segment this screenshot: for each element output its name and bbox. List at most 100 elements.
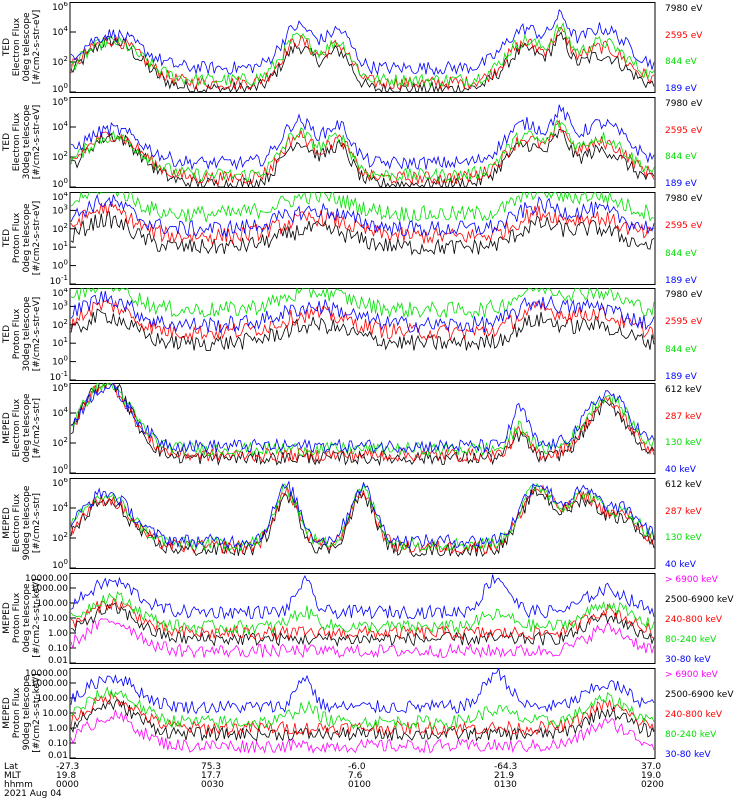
y-axis-label-line: TED [2, 228, 12, 248]
panel-frame [69, 2, 656, 93]
y-tick-label: 10.00 [42, 614, 68, 624]
y-axis-label-line: Proton Flux [12, 308, 22, 360]
y-axis-label-line: MEPED [2, 412, 12, 444]
y-tick-label: 103 [52, 203, 68, 216]
y-axis-label-line: [#/cm2-s-str] [32, 397, 42, 459]
x-tick-label-mlt: 7.6 [348, 771, 363, 781]
y-axis-label: TED Electron Flux 30deg telescope [#/cm2-s-… [2, 97, 42, 187]
y-axis-label-line: Electron Flux [12, 493, 22, 553]
legend-entry: 189 eV [665, 276, 697, 286]
y-tick-label: 102 [52, 150, 68, 163]
panel-2: 100 102 104 106 TED Electron Flux 30deg telesc… [0, 97, 750, 189]
y-axis-label-line: 30deg telescope [22, 104, 32, 180]
x-tick-label-hhmm: 0000 [56, 780, 79, 790]
legend-entry: 612 keV [665, 480, 702, 490]
y-axis-label-line: 90deg telescope [22, 675, 32, 751]
y-axis-label: MEPED Proton Flux 0deg telescope [#/cm2-s-s… [2, 573, 42, 663]
panel-7: 0.01 0.10 1.00 10.00 100.00 1000.00 10000.00 ME… [0, 573, 750, 665]
y-axis-label-line: MEPED [2, 507, 12, 539]
y-axis-label-line: Proton Flux [12, 592, 22, 644]
y-axis-label-line: TED [2, 37, 12, 57]
y-tick-label: 100 [52, 558, 68, 569]
legend-entry: 189 eV [665, 179, 697, 189]
y-tick-label: 104 [52, 120, 68, 133]
legend-entry: 240-800 keV [665, 710, 723, 720]
series-line-magenta [70, 709, 655, 754]
series-line-red [70, 298, 655, 341]
y-tick-label: 100 [52, 259, 68, 272]
x-tick-label-lat: -64.3 [494, 762, 518, 772]
series-line-green [70, 192, 655, 223]
series-line-black [70, 383, 655, 467]
y-tick-label: 104 [52, 25, 68, 38]
y-axis-label: TED Electron Flux 0deg telescope [#/cm2-s-s… [2, 2, 42, 92]
legend-entry: 7980 eV [665, 290, 703, 300]
y-axis-label-line: 0deg telescope [22, 393, 32, 463]
x-tick-label-lat: 75.3 [201, 762, 222, 772]
x-row-label: MLT [4, 771, 22, 781]
panel-1-plot: 100 102 104 106 [52, 2, 656, 93]
legend-entry: 2595 eV [665, 126, 703, 136]
legend-entry: 2500-6900 keV [665, 690, 734, 700]
x-tick-label-hhmm: 0030 [201, 780, 224, 790]
y-tick-label: 102 [52, 222, 68, 235]
y-tick-label: 1000.00 [31, 584, 68, 594]
y-axis-label-line: TED [2, 132, 12, 152]
series-line-red [70, 200, 655, 246]
y-tick-label: 0.01 [48, 656, 68, 664]
y-axis-label-line: MEPED [2, 602, 12, 634]
legend-entry: > 6900 keV [665, 575, 718, 585]
legend-entry: 189 eV [665, 372, 697, 382]
y-axis-label-line: [#/cm2-s-str-eV] [32, 104, 42, 180]
legend-entry: 130 keV [665, 438, 702, 448]
legend-entry: 2595 eV [665, 317, 703, 327]
y-tick-label: 106 [52, 383, 68, 394]
legend-entry: 7980 eV [665, 99, 703, 109]
y-tick-label: 10-1 [50, 370, 68, 381]
legend-entry: 80-240 keV [665, 635, 717, 645]
y-axis-label: MEPED Proton Flux 90deg telescope [#/cm2-s-… [2, 668, 42, 758]
series-line-green [70, 22, 655, 88]
legend-entry: 7980 eV [665, 194, 703, 204]
y-tick-label: 104 [52, 501, 68, 514]
y-tick-label: 103 [52, 299, 68, 312]
panel-frame [69, 288, 656, 381]
y-tick-label: 1000.00 [31, 679, 68, 689]
legend-entry: > 6900 keV [665, 670, 718, 680]
y-tick-label: 100 [52, 355, 68, 368]
y-tick-label: 1.00 [48, 724, 68, 734]
y-tick-label: 1.00 [48, 629, 68, 639]
y-tick-label: 100.00 [37, 599, 69, 609]
y-tick-label: 10000.00 [25, 574, 68, 584]
series-line-green [70, 119, 655, 182]
series-line-black [70, 128, 655, 188]
series-line-blue [70, 193, 655, 238]
y-tick-label: 102 [52, 318, 68, 331]
series-line-green [70, 288, 655, 319]
y-axis-label-line: 30deg telescope [22, 296, 32, 372]
y-tick-label: 0.01 [48, 751, 68, 759]
y-axis-label-line: Electron Flux [12, 112, 22, 172]
date-label: 2021 Aug 04 [4, 789, 62, 799]
legend-entry: 287 keV [665, 507, 702, 517]
x-tick-label-mlt: 19.0 [641, 771, 662, 781]
y-tick-label: 0.10 [48, 739, 68, 749]
series-line-blue [70, 574, 655, 620]
legend-entry: 844 eV [665, 249, 697, 259]
series-line-magenta [70, 618, 655, 659]
y-axis-label-line: [#/cm2-s-str-eV] [32, 296, 42, 372]
y-tick-label: 104 [52, 406, 68, 419]
series-line-green [70, 686, 655, 730]
legend-entry: 130 keV [665, 533, 702, 543]
legend-entry: 30-80 keV [665, 750, 711, 760]
x-tick-label-mlt: 21.9 [494, 771, 515, 781]
series-line-black [70, 211, 655, 256]
series-line-blue [70, 291, 655, 334]
series-line-black [70, 698, 655, 742]
panel-frame [69, 573, 656, 664]
y-axis-label-line: [#/cm2-s-str] [32, 492, 42, 554]
